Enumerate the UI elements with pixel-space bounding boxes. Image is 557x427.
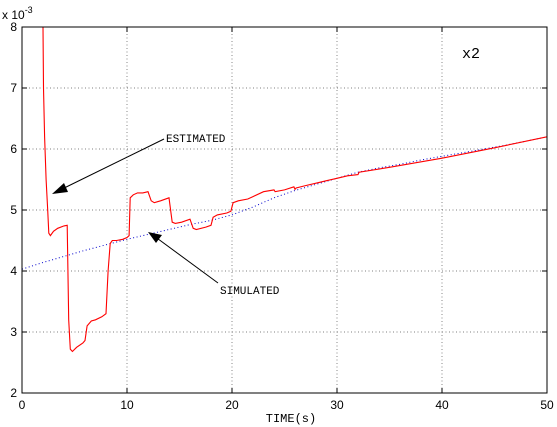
x-axis-label: TIME(s) — [266, 412, 316, 426]
y-tick-label: 5 — [10, 203, 17, 217]
x-tick-label: 20 — [225, 398, 239, 412]
x-tick-label: 0 — [19, 398, 26, 412]
y-tick-label: 8 — [10, 20, 17, 34]
panel-label: x2 — [462, 46, 480, 63]
y-axis-tick-labels: 2 3 4 5 6 7 8 — [10, 20, 17, 400]
y-axis-exponent-power: -3 — [25, 5, 33, 15]
x-tick-label: 50 — [540, 398, 554, 412]
series-simulated-line — [22, 136, 547, 270]
annotation-estimated: ESTIMATED — [52, 134, 226, 194]
x-tick-label: 10 — [120, 398, 134, 412]
y-tick-label: 4 — [10, 264, 17, 278]
x-tick-label: 40 — [435, 398, 449, 412]
y-tick-label: 2 — [10, 386, 17, 400]
y-tick-label: 3 — [10, 325, 17, 339]
y-tick-label: 7 — [10, 81, 17, 95]
annotation-simulated: SIMULATED — [148, 232, 280, 298]
y-tick-label: 6 — [10, 142, 17, 156]
y-axis-exponent-label: x 10-3 — [2, 5, 33, 22]
annotation-estimated-label: ESTIMATED — [166, 134, 226, 146]
annotation-estimated-arrow — [53, 138, 165, 194]
annotation-simulated-label: SIMULATED — [220, 286, 280, 298]
annotation-simulated-arrow — [149, 232, 219, 284]
x-tick-label: 30 — [330, 398, 344, 412]
annotation-simulated-arrowhead — [148, 232, 162, 243]
x-axis-tick-labels: 0 10 20 30 40 50 — [19, 398, 554, 412]
annotation-estimated-arrowhead — [52, 183, 68, 194]
axis-ticks — [21, 26, 548, 394]
grid — [22, 27, 547, 393]
series-estimated-line — [42, 27, 547, 353]
